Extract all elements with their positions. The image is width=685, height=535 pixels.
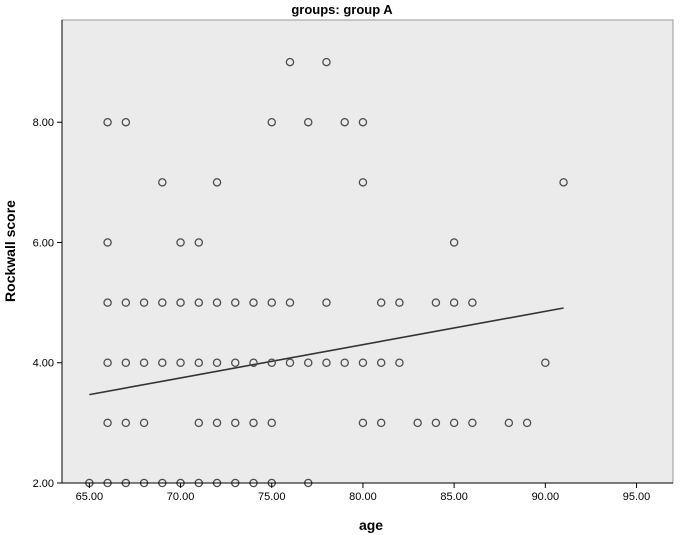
data-point: [395, 298, 404, 307]
data-point: [522, 418, 532, 428]
data-points: [85, 57, 568, 488]
data-point: [231, 358, 240, 367]
data-point: [285, 358, 295, 367]
data-point: [322, 57, 331, 67]
data-point: [212, 358, 222, 367]
data-point: [358, 178, 368, 187]
data-point: [303, 117, 313, 127]
data-point: [468, 418, 477, 428]
x-tick-label: 95.00: [623, 491, 651, 503]
data-point: [358, 418, 368, 428]
data-point: [176, 238, 185, 247]
data-point: [340, 358, 349, 367]
fit-line: [89, 307, 564, 396]
y-tick-label: 4.00: [33, 358, 54, 370]
data-point: [103, 358, 112, 367]
x-tick-label: 75.00: [258, 491, 286, 503]
data-point: [139, 298, 149, 307]
data-point: [285, 57, 295, 67]
data-point: [231, 418, 240, 428]
data-point: [158, 358, 167, 367]
data-point: [139, 418, 149, 428]
data-point: [121, 298, 131, 307]
y-axis-label: Rockwall score: [2, 200, 18, 302]
data-point: [176, 358, 185, 367]
data-point: [267, 418, 276, 428]
data-point: [176, 298, 185, 307]
data-point: [449, 298, 459, 307]
data-point: [249, 418, 258, 428]
data-point: [322, 358, 331, 367]
y-tick-label: 6.00: [33, 237, 54, 249]
data-point: [194, 298, 204, 307]
chart-title: groups: group A: [291, 2, 393, 17]
data-point: [431, 298, 441, 307]
data-point: [194, 358, 204, 367]
data-point: [267, 298, 276, 307]
data-point: [303, 358, 313, 367]
x-tick-label: 65.00: [76, 491, 104, 503]
y-axis-ticks: 2.00 4.00 6.00 8.00: [33, 117, 62, 490]
data-point: [121, 418, 131, 428]
data-point: [212, 178, 222, 187]
data-point: [139, 358, 149, 367]
data-point: [541, 358, 550, 367]
data-point: [285, 298, 295, 307]
data-point: [468, 298, 477, 307]
data-point: [194, 418, 204, 428]
data-point: [449, 418, 459, 428]
data-point: [231, 298, 240, 307]
data-point: [376, 418, 386, 428]
x-axis-label: age: [359, 517, 383, 533]
data-point: [449, 238, 459, 247]
data-point: [158, 298, 167, 307]
data-point: [413, 418, 422, 428]
data-point: [376, 358, 386, 367]
data-point: [322, 298, 331, 307]
data-point: [212, 298, 222, 307]
x-axis-ticks: 65.00 70.00 75.00 80.00 85.00 90.00 95.00: [76, 483, 651, 503]
data-point: [340, 117, 349, 127]
data-point: [103, 418, 112, 428]
data-point: [194, 238, 204, 247]
data-point: [103, 298, 112, 307]
data-point: [103, 238, 112, 247]
data-point: [504, 418, 514, 428]
y-tick-label: 2.00: [33, 478, 54, 490]
data-point: [121, 358, 131, 367]
data-point: [121, 117, 131, 127]
data-point: [559, 178, 568, 187]
data-point: [267, 117, 276, 127]
data-point: [431, 418, 441, 428]
data-point: [358, 358, 368, 367]
data-point: [358, 117, 368, 127]
x-tick-label: 70.00: [167, 491, 195, 503]
fit-line-layer: [89, 307, 564, 396]
data-point: [249, 358, 258, 367]
data-point: [158, 178, 167, 187]
x-tick-label: 90.00: [532, 491, 560, 503]
y-tick-label: 8.00: [33, 117, 54, 129]
x-tick-label: 85.00: [440, 491, 468, 503]
data-point: [103, 117, 112, 127]
data-point: [267, 358, 276, 367]
data-point: [376, 298, 386, 307]
data-point: [395, 358, 404, 367]
data-point: [249, 298, 258, 307]
x-tick-label: 80.00: [349, 491, 377, 503]
plot-area: [61, 19, 674, 484]
data-point: [212, 418, 222, 428]
